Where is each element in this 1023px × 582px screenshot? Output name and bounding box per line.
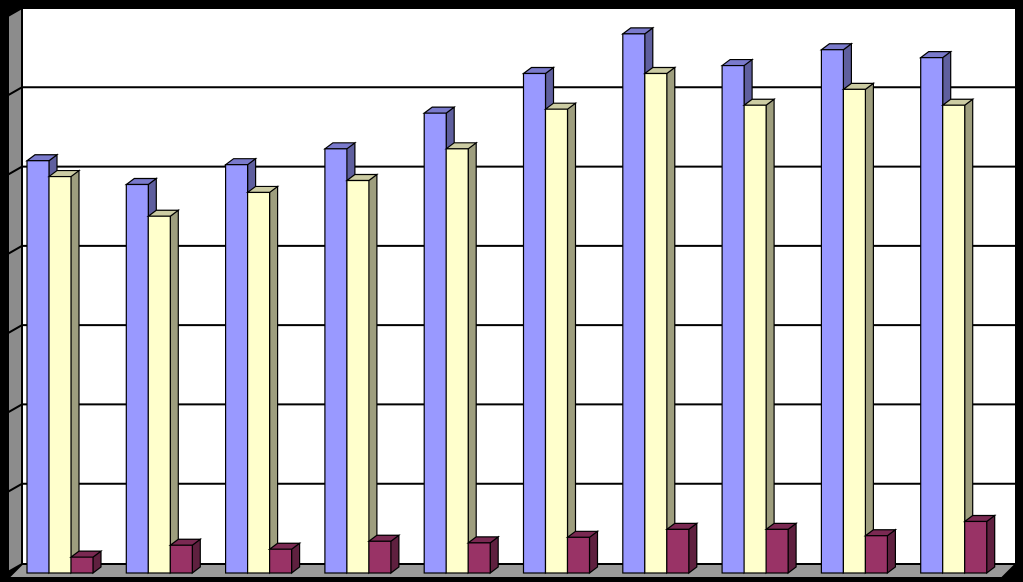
bar-front (423, 112, 447, 574)
bar-side (169, 209, 179, 575)
bar-front (70, 556, 94, 574)
bar-front (522, 72, 547, 574)
bar (764, 522, 798, 575)
bar-front (743, 104, 767, 574)
bar (565, 530, 600, 575)
bar (146, 209, 181, 575)
bar-front (269, 548, 293, 574)
bar-front (864, 535, 889, 574)
bar-side (566, 101, 577, 575)
bar-front (721, 64, 745, 574)
bar (664, 522, 699, 575)
bar (444, 141, 479, 575)
bar-front (622, 33, 646, 574)
bar-side (765, 98, 775, 575)
bar-front (147, 215, 171, 574)
gridline-side (7, 165, 23, 176)
bar-front (920, 57, 944, 574)
bars (25, 26, 997, 575)
bar (466, 535, 501, 575)
bar (47, 169, 81, 575)
bar (841, 82, 876, 575)
bar (367, 534, 401, 575)
bar-front (346, 179, 370, 574)
bar (962, 514, 997, 575)
bar-front (368, 540, 392, 574)
bar-front (765, 528, 789, 574)
bar-front (125, 183, 149, 574)
bar (863, 528, 898, 575)
bar-front (820, 49, 845, 574)
bar-front (964, 520, 988, 574)
bar-front (169, 544, 193, 574)
bar (940, 98, 975, 575)
bar-side (269, 185, 279, 575)
gridline-side (7, 324, 23, 335)
bar-front (942, 104, 966, 574)
bar-side (666, 66, 676, 575)
bar-side (986, 514, 996, 575)
bar-side (467, 141, 477, 575)
bar-front (842, 88, 867, 574)
gridline-side (7, 403, 23, 414)
bar (345, 173, 379, 575)
bar-front (324, 148, 348, 574)
bar-front (544, 108, 569, 574)
bar-side (787, 522, 797, 575)
bar-side (886, 528, 897, 575)
bar (168, 538, 203, 575)
bar-front (467, 542, 491, 574)
gridline-side (7, 482, 23, 493)
bar-side (864, 82, 875, 575)
bar (543, 101, 578, 575)
bar (642, 66, 677, 575)
bar-front (566, 536, 591, 574)
bar-front (225, 164, 249, 574)
gridline-side (7, 86, 23, 97)
bar-side (368, 173, 378, 575)
bar-side (588, 530, 599, 575)
bar-front (26, 160, 50, 574)
gridline-side (7, 7, 23, 17)
bar (742, 98, 776, 575)
bar-side (964, 98, 974, 575)
bar-front (666, 528, 690, 574)
bar (245, 185, 280, 575)
bar-front (247, 191, 271, 574)
bar-front (48, 175, 72, 574)
bar (69, 549, 103, 575)
bar-side (688, 522, 698, 575)
bar-front (644, 72, 668, 574)
bar (267, 542, 302, 575)
bar-side (70, 169, 80, 575)
gridline-side (7, 244, 23, 255)
bar-front (445, 148, 469, 574)
